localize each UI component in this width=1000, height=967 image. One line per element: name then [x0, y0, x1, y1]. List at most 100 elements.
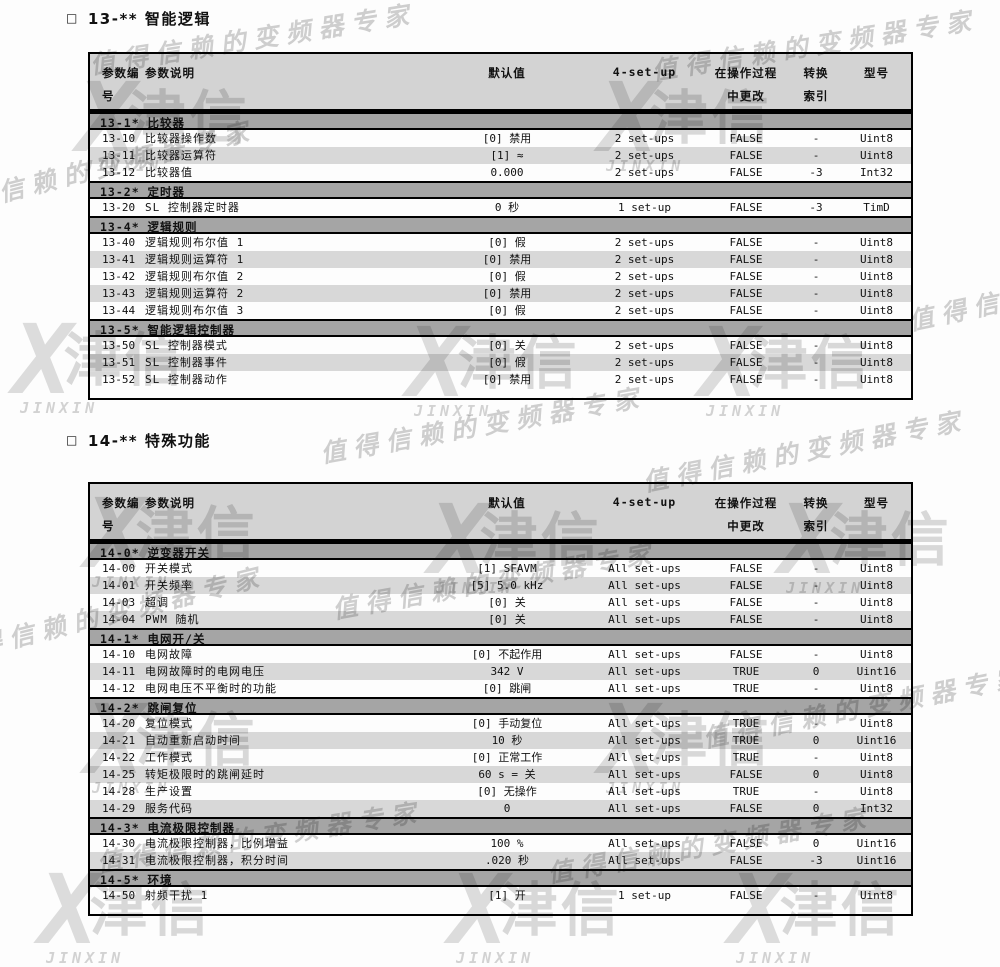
param-number-cell: 14-01: [102, 579, 136, 592]
change-during-operation-cell: FALSE: [729, 236, 763, 249]
setup-cell: 2 set-ups: [614, 373, 675, 386]
default-value-cell: [0] 手动复位: [471, 717, 543, 730]
change-during-operation-cell: FALSE: [729, 373, 763, 386]
param-number-cell: 14-29: [102, 802, 136, 815]
param-number-cell: 14-20: [102, 717, 136, 730]
brand-chinese-text: 津信: [649, 706, 772, 774]
param-number-cell: 14-04: [102, 613, 136, 626]
default-value-cell: [1] ≈: [490, 149, 524, 162]
data-type-cell: Uint16: [856, 665, 897, 678]
parameter-table-13-smart-logic: 参数编号 参数说明 默认值 4-set-up 在操作过程 中更改 转换 索引 型号 …: [88, 52, 913, 400]
data-type-cell: Uint8: [859, 373, 894, 386]
change-during-operation-cell: TRUE: [732, 785, 760, 798]
table-row: 14-11 电网故障时的电网电压 342 V All set-ups TRUE 0 Uint…: [90, 663, 911, 680]
setup-cell: All set-ups: [608, 596, 681, 609]
brand-chinese-text: 津信: [127, 84, 250, 152]
param-number-cell: 14-10: [102, 648, 136, 661]
default-value-cell: [1] SFAVM: [477, 562, 537, 575]
jinxin-logo-watermark: X津信 JINXIN: [408, 315, 580, 419]
param-number-cell: 14-00: [102, 562, 136, 575]
table-row: 14-31 电流极限控制器，积分时间 .020 秒 All set-ups FALSE -…: [90, 852, 911, 869]
param-description-cell: 逻辑规则布尔值 1: [145, 236, 245, 249]
default-value-cell: [0] 假: [488, 304, 526, 317]
jinxin-logo-watermark: X津信 JINXIN: [700, 315, 872, 419]
conversion-index-cell: -: [812, 304, 820, 317]
param-description-cell: 电网故障时的电网电压: [145, 665, 265, 678]
data-type-cell: Uint8: [859, 613, 894, 626]
conversion-index-cell: 0: [812, 802, 820, 815]
change-during-operation-cell: TRUE: [732, 734, 760, 747]
data-type-cell: Uint8: [859, 717, 894, 730]
brand-english-text: JINXIN: [786, 579, 865, 597]
conversion-index-cell: -: [812, 889, 820, 902]
brand-chinese-text: 津信: [749, 329, 872, 397]
table-row: 13-51 SL 控制器事件 [0] 假 2 set-ups FALSE - Uint8: [90, 354, 911, 371]
default-value-cell: [0] 禁用: [482, 287, 532, 300]
jinxin-logo-watermark: X津信 JINXIN: [730, 862, 902, 966]
param-number-cell: 13-40: [102, 236, 136, 249]
table-row: 13-43 逻辑规则运算符 2 [0] 禁用 2 set-ups FALSE - Uint8: [90, 285, 911, 302]
brand-english-text: JINXIN: [84, 157, 163, 175]
header-change-during-operation: 在操作过程 中更改: [714, 496, 778, 533]
default-value-cell: 0: [503, 802, 511, 815]
change-during-operation-cell: FALSE: [729, 596, 763, 609]
change-during-operation-cell: TRUE: [732, 682, 760, 695]
table-row: 14-30 电流极限控制器，比例增益 100 % All set-ups FALSE 0 U…: [90, 835, 911, 852]
param-group-header-row: 13-1* 比较器: [90, 112, 911, 130]
param-number-cell: 13-41: [102, 253, 136, 266]
x-logo-icon: X: [408, 307, 466, 419]
conversion-index-cell: -: [812, 287, 820, 300]
table-row: 13-10 比较器操作数 [0] 禁用 2 set-ups FALSE - Uint8: [90, 130, 911, 147]
data-type-cell: Uint8: [859, 596, 894, 609]
brand-english-text: JINXIN: [436, 579, 515, 597]
param-group-header-row: 13-4* 逻辑规则: [90, 216, 911, 234]
table-row: 14-20 复位模式 [0] 手动复位 All set-ups TRUE - Uint8: [90, 715, 911, 732]
setup-cell: 2 set-ups: [614, 253, 675, 266]
default-value-cell: [0] 禁用: [482, 132, 532, 145]
default-value-cell: 60 s = 关: [478, 768, 536, 781]
data-type-cell: Uint8: [859, 236, 894, 249]
setup-cell: All set-ups: [608, 665, 681, 678]
change-during-operation-cell: FALSE: [729, 562, 763, 575]
setup-cell: All set-ups: [608, 785, 681, 798]
brand-chinese-text: 津信: [457, 329, 580, 397]
jinxin-logo-watermark: X津信 JINXIN: [86, 486, 258, 590]
setup-cell: All set-ups: [608, 579, 681, 592]
change-during-operation-cell: FALSE: [729, 287, 763, 300]
param-description-cell: 比较器运算符: [145, 149, 217, 162]
brand-english-text: JINXIN: [92, 779, 171, 797]
param-description-cell: 电网电压不平衡时的功能: [145, 682, 277, 695]
table-row: 13-11 比较器运算符 [1] ≈ 2 set-ups FALSE - Uint8: [90, 147, 911, 164]
conversion-index-cell: -: [812, 253, 820, 266]
default-value-cell: [0] 禁用: [482, 253, 532, 266]
brand-english-text: JINXIN: [456, 949, 535, 967]
x-logo-icon: X: [600, 684, 658, 796]
table-row: 13-50 SL 控制器模式 [0] 关 2 set-ups FALSE - Uint8: [90, 337, 911, 354]
param-description-cell: 射频干扰 1: [145, 889, 209, 902]
header-default-value: 默认值: [488, 66, 526, 80]
x-logo-icon: X: [700, 307, 758, 419]
param-description-cell: 电流极限控制器，积分时间: [145, 854, 289, 867]
table-footer-spacer: [90, 904, 911, 914]
brand-chinese-text: 津信: [779, 876, 902, 944]
default-value-cell: [1] 开: [488, 889, 526, 902]
default-value-cell: 10 秒: [491, 734, 523, 747]
setup-cell: 2 set-ups: [614, 339, 675, 352]
param-description-cell: 比较器操作数: [145, 132, 217, 145]
setup-cell: 2 set-ups: [614, 166, 675, 179]
param-description-cell: 开关模式: [145, 562, 193, 575]
table-row: 14-12 电网电压不平衡时的功能 [0] 跳闸 All set-ups TRUE - Ui…: [90, 680, 911, 697]
conversion-index-cell: 0: [812, 734, 820, 747]
param-group-header-row: 14-3* 电流极限控制器: [90, 817, 911, 835]
brand-english-text: JINXIN: [606, 779, 685, 797]
change-during-operation-cell: FALSE: [729, 356, 763, 369]
change-during-operation-cell: FALSE: [729, 253, 763, 266]
change-during-operation-cell: FALSE: [729, 201, 763, 214]
default-value-cell: [0] 假: [488, 236, 526, 249]
default-value-cell: [0] 关: [488, 596, 526, 609]
change-during-operation-cell: FALSE: [729, 837, 763, 850]
table-row: 14-03 超调 [0] 关 All set-ups FALSE - Uint8: [90, 594, 911, 611]
section-title-14: □ 14-** 特殊功能: [66, 430, 211, 451]
conversion-index-cell: -: [812, 613, 820, 626]
data-type-cell: Uint16: [856, 854, 897, 867]
